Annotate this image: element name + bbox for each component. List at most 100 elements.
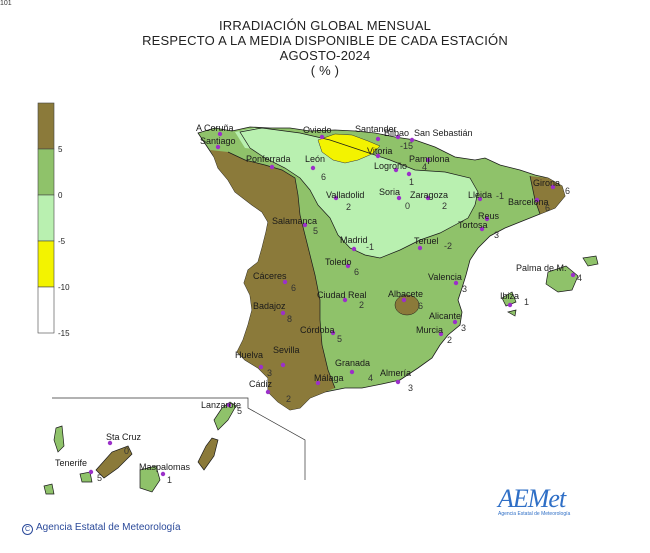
station-value: 5 <box>97 473 102 483</box>
title-line-2: RESPECTO A LA MEDIA DISPONIBLE DE CADA E… <box>142 33 508 48</box>
station-name: Ibiza <box>500 291 519 301</box>
station-dot <box>217 131 223 137</box>
station: Albacete 6 <box>388 289 423 311</box>
station-dot <box>425 195 431 201</box>
canary-inset-frame <box>52 397 306 480</box>
legend-swatch-4 <box>37 240 55 288</box>
zone-low-central <box>240 128 478 258</box>
station-name: Toledo <box>325 257 352 267</box>
station-value: -2 <box>444 241 452 251</box>
station: Lleida -1 <box>468 190 504 202</box>
station: Pamplona <box>409 154 450 164</box>
station-name: Almería <box>380 368 411 378</box>
station-name: Cáceres <box>253 271 287 281</box>
station: Sevilla <box>273 345 300 368</box>
station-dot <box>330 330 336 336</box>
station: Bilbao <box>384 128 409 140</box>
station: Tortosa 3 <box>458 220 499 240</box>
station-value: 1 <box>524 297 529 307</box>
station-name: Granada <box>335 358 370 368</box>
map-title: IRRADIACIÓN GLOBAL MENSUAL RESPECTO A LA… <box>0 18 650 78</box>
station-value: 2 <box>447 335 452 345</box>
station-value: 5 <box>337 334 342 344</box>
station-dot <box>265 389 271 395</box>
station-dot <box>342 297 348 303</box>
station-name: Madrid <box>340 235 368 245</box>
station: Ponferrada <box>246 154 291 170</box>
station-value: 4 <box>422 162 427 172</box>
station-dot <box>453 280 459 286</box>
station-dot <box>375 136 381 142</box>
station-dot <box>215 144 221 150</box>
station-value: 5 <box>313 226 318 236</box>
station-name: Lanzarote <box>201 400 241 410</box>
station-dot <box>375 153 381 159</box>
logo-word: AEMet <box>498 484 566 513</box>
station-value: -15 <box>400 141 413 151</box>
legend-swatch-1 <box>37 102 55 150</box>
station: Huelva 3 <box>235 350 272 378</box>
station-name: Salamanca <box>272 216 317 226</box>
station: San Sebastián <box>409 128 473 143</box>
legend-tick-1: 5 <box>58 145 63 154</box>
station: Santander-15 <box>355 124 413 151</box>
island-formentera <box>507 309 517 317</box>
station-name: Ponferrada <box>246 154 291 164</box>
station-dot <box>570 272 576 278</box>
station-value: 3 <box>462 284 467 294</box>
aemet-credit[interactable]: C Agencia Estatal de Meteorología <box>22 522 181 535</box>
island-gran-canaria <box>139 465 161 493</box>
station-value: 4 <box>577 273 582 283</box>
corner-mark: 101 <box>0 0 12 7</box>
logo-subtitle: Agencia Estatal de Meteorología <box>498 511 571 517</box>
station-name: Bilbao <box>384 128 409 138</box>
zone-high-northeast <box>530 176 565 214</box>
island-mallorca <box>545 265 579 293</box>
station-value: 6 <box>418 301 423 311</box>
zone-low-north <box>235 128 270 150</box>
station-value: 3 <box>267 368 272 378</box>
island-la-palma <box>53 425 65 453</box>
station-name: Reus <box>478 211 500 221</box>
station-dot <box>401 297 407 303</box>
station-name: Valencia <box>428 272 462 282</box>
station-dot <box>550 184 556 190</box>
zone-high-west <box>210 150 335 410</box>
station: Granada 4 <box>335 358 373 383</box>
station: Palma de M. 4 <box>516 263 582 283</box>
station-value: 4 <box>368 373 373 383</box>
station-dot <box>409 137 415 143</box>
station: Logroño 4 <box>374 161 427 173</box>
station: Santiago <box>200 136 236 150</box>
station-dot <box>406 171 412 177</box>
station-name: A Coruña <box>196 123 234 133</box>
station: Madrid-1 <box>340 235 374 252</box>
station-name: Lleida <box>468 190 492 200</box>
legend: 5 0 -5 -10 -15 <box>37 102 70 338</box>
station-name: Logroño <box>374 161 407 171</box>
station-name: Huelva <box>235 350 263 360</box>
station-dot <box>396 195 402 201</box>
station-dot <box>484 216 490 222</box>
station-value: 5 <box>237 406 242 416</box>
legend-swatch-2 <box>37 148 55 196</box>
island-el-hierro <box>43 483 55 495</box>
station-dot <box>315 380 321 386</box>
station-value: 3 <box>461 323 466 333</box>
station: Ibiza 1 <box>500 291 529 308</box>
station-name: Albacete <box>388 289 423 299</box>
station-name: Girona <box>533 178 560 188</box>
station-name: Valladolid <box>326 190 364 200</box>
station-name: Santiago <box>200 136 236 146</box>
station: Tenerife 5 <box>55 458 102 483</box>
zone-high-albacete <box>394 294 420 316</box>
station-dot <box>351 246 357 252</box>
station-name: Soria <box>379 187 400 197</box>
station: León 6 <box>305 154 326 182</box>
legend-tick-3: -5 <box>58 237 66 246</box>
